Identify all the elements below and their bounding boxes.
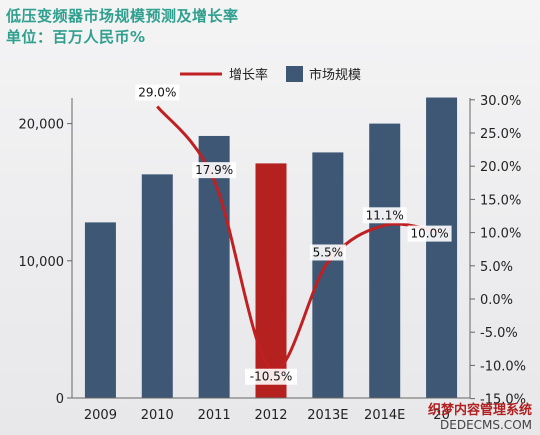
- category-label: 2011: [198, 408, 231, 423]
- legend-bar-swatch: [286, 66, 303, 82]
- right-axis-tick-label: 30.0%: [480, 94, 521, 109]
- watermark-line1: 织梦内容管理系统: [427, 403, 532, 418]
- bar-2013E: [312, 152, 344, 398]
- chart-title: 低压变频器市场规模预测及增长率: [6, 7, 239, 25]
- category-label: 2009: [84, 408, 117, 423]
- data-label-bg: [407, 225, 452, 242]
- data-label-2015E: 10.0%: [411, 227, 449, 241]
- chart-titles: 低压变频器市场规模预测及增长率 单位：百万人民币%: [6, 6, 239, 48]
- data-label-2012: -10.5%: [250, 370, 292, 384]
- right-axis-tick-label: 5.0%: [480, 260, 513, 275]
- data-label-bg: [245, 368, 297, 385]
- right-axis-tick-label: 25.0%: [480, 127, 521, 142]
- category-label: 20: [433, 408, 450, 423]
- data-label-2013E: 5.5%: [313, 245, 344, 259]
- left-axis-tick-label: 0: [56, 392, 64, 407]
- watermark: 织梦内容管理系统 DEDECMS.COM: [427, 403, 532, 433]
- bar-series: [72, 97, 470, 399]
- bar-2015E: [426, 97, 458, 399]
- right-axis-tick-label: -10.0%: [480, 359, 526, 374]
- data-label-2011: 17.9%: [195, 163, 233, 177]
- bar-2014E: [369, 123, 401, 398]
- right-axis: -15.0% -10.0% -5.0% 0.0% 5.0% 10.0% 15.0% 20.0%…: [469, 94, 526, 408]
- left-axis-tick-label: 20,000: [19, 118, 65, 133]
- data-label-bg: [135, 84, 180, 101]
- category-label: 2013E: [307, 408, 348, 423]
- watermark-line2: DEDECMS.COM: [440, 418, 532, 432]
- bar-2010: [141, 174, 173, 398]
- legend-label-market: 市场规模: [309, 67, 361, 83]
- category-label: 2012: [254, 408, 287, 423]
- right-axis-tick-label: 15.0%: [480, 193, 521, 208]
- category-label: 2014E: [364, 408, 405, 423]
- category-axis: 2009 2010 2011 2012 2013E 2014E 20: [84, 408, 450, 423]
- left-axis: 0 10,000 20,000: [19, 98, 73, 407]
- left-axis-tick-label: 10,000: [19, 255, 65, 270]
- bar-2012: [255, 163, 287, 398]
- right-axis-tick-label: 10.0%: [480, 227, 521, 242]
- data-label-2014E: 11.1%: [366, 208, 404, 222]
- category-label: 2010: [141, 408, 174, 423]
- right-axis-tick-label: 0.0%: [480, 293, 513, 308]
- bar-2009: [84, 222, 116, 398]
- right-axis-tick-label: 20.0%: [480, 160, 521, 175]
- right-axis-tick-label: -5.0%: [480, 326, 518, 341]
- data-label-2010: 29.0%: [138, 85, 176, 99]
- legend-label-growth: 增长率: [229, 67, 268, 83]
- data-label-bg: [362, 207, 407, 224]
- data-label-bg: [192, 162, 237, 179]
- right-axis-tick-label: -15.0%: [480, 393, 526, 408]
- chart-subtitle: 单位：百万人民币%: [6, 28, 146, 46]
- line-series: 29.0% 17.9% -10.5% 5.5% 11.1% 10.0%: [135, 84, 452, 385]
- data-label-bg: [309, 244, 346, 261]
- legend: 增长率 市场规模: [180, 66, 361, 83]
